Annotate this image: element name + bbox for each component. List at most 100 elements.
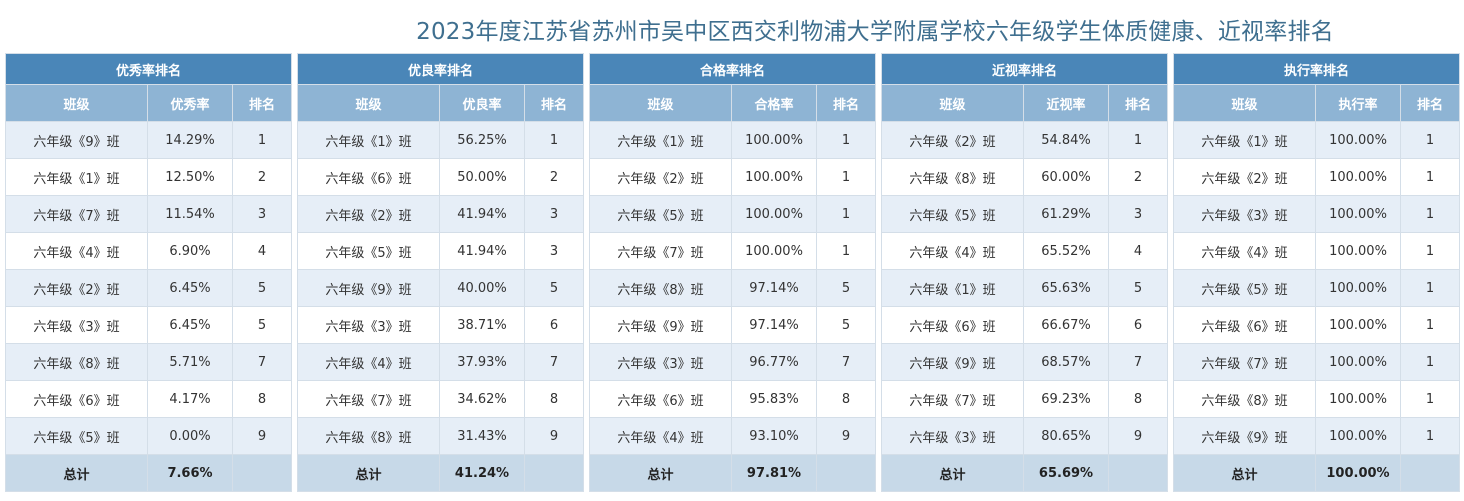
rate-cell: 0.00% [147,417,233,455]
column-header: 班级 [297,84,440,122]
total-row: 总计 41.24% [297,454,585,492]
rank-cell: 5 [815,306,877,344]
total-value: 100.00% [1315,454,1401,492]
table-row: 六年级《9》班 40.00% 5 [297,269,585,307]
table-title: 执行率排名 [1172,53,1461,85]
total-label: 总计 [1173,454,1316,492]
table-row: 六年级《8》班 100.00% 1 [1173,380,1461,418]
table-row: 六年级《6》班 66.67% 6 [881,306,1169,344]
rate-cell: 31.43% [439,417,525,455]
table-row: 六年级《6》班 4.17% 8 [5,380,293,418]
ranking-table: 合格率排名 班级 合格率 排名 六年级《1》班 100.00% 1 六年级《2》班 100.00… [588,53,877,492]
table-row: 六年级《7》班 69.23% 8 [881,380,1169,418]
class-cell: 六年级《9》班 [5,121,148,159]
table-row: 六年级《1》班 100.00% 1 [1173,121,1461,159]
rate-cell: 100.00% [1315,306,1401,344]
rank-cell: 3 [231,195,293,233]
class-cell: 六年级《6》班 [297,158,440,196]
rank-cell: 3 [523,195,585,233]
total-value: 7.66% [147,454,233,492]
table-row: 六年级《3》班 80.65% 9 [881,417,1169,455]
rate-cell: 37.93% [439,343,525,381]
rank-cell: 1 [523,121,585,159]
table-row: 六年级《9》班 14.29% 1 [5,121,293,159]
class-cell: 六年级《2》班 [589,158,732,196]
class-cell: 六年级《7》班 [589,232,732,270]
total-row: 总计 7.66% [5,454,293,492]
class-cell: 六年级《9》班 [297,269,440,307]
rate-cell: 68.57% [1023,343,1109,381]
class-cell: 六年级《1》班 [881,269,1024,307]
rate-cell: 66.67% [1023,306,1109,344]
rate-cell: 11.54% [147,195,233,233]
class-cell: 六年级《4》班 [1173,232,1316,270]
table-row: 六年级《7》班 100.00% 1 [1173,343,1461,381]
rate-cell: 100.00% [731,158,817,196]
rank-cell: 8 [1107,380,1169,418]
table-title: 优良率排名 [296,53,585,85]
rank-cell: 1 [1399,121,1461,159]
rank-cell: 9 [523,417,585,455]
class-cell: 六年级《5》班 [881,195,1024,233]
rate-cell: 12.50% [147,158,233,196]
table-row: 六年级《7》班 11.54% 3 [5,195,293,233]
column-header: 排名 [815,84,877,122]
total-rank-empty [1399,454,1461,492]
class-cell: 六年级《3》班 [1173,195,1316,233]
class-cell: 六年级《6》班 [1173,306,1316,344]
rank-cell: 2 [231,158,293,196]
rate-cell: 69.23% [1023,380,1109,418]
table-row: 六年级《9》班 97.14% 5 [589,306,877,344]
rank-cell: 5 [523,269,585,307]
column-header: 近视率 [1023,84,1109,122]
total-rank-empty [815,454,877,492]
total-rank-empty [523,454,585,492]
column-header: 班级 [5,84,148,122]
total-row: 总计 100.00% [1173,454,1461,492]
rank-cell: 7 [815,343,877,381]
class-cell: 六年级《3》班 [589,343,732,381]
class-cell: 六年级《7》班 [881,380,1024,418]
total-rank-empty [231,454,293,492]
rank-cell: 9 [231,417,293,455]
class-cell: 六年级《7》班 [1173,343,1316,381]
class-cell: 六年级《4》班 [881,232,1024,270]
column-header: 合格率 [731,84,817,122]
total-row: 总计 97.81% [589,454,877,492]
rank-cell: 1 [1399,380,1461,418]
rank-cell: 1 [815,195,877,233]
rank-cell: 1 [1399,232,1461,270]
class-cell: 六年级《8》班 [297,417,440,455]
rate-cell: 100.00% [1315,232,1401,270]
class-cell: 六年级《2》班 [5,269,148,307]
class-cell: 六年级《9》班 [881,343,1024,381]
column-header: 优良率 [439,84,525,122]
table-title: 近视率排名 [880,53,1169,85]
rate-cell: 100.00% [1315,195,1401,233]
table-row: 六年级《1》班 100.00% 1 [589,121,877,159]
rate-cell: 56.25% [439,121,525,159]
class-cell: 六年级《9》班 [589,306,732,344]
table-row: 六年级《8》班 31.43% 9 [297,417,585,455]
total-label: 总计 [297,454,440,492]
class-cell: 六年级《4》班 [5,232,148,270]
class-cell: 六年级《3》班 [881,417,1024,455]
rate-cell: 61.29% [1023,195,1109,233]
rate-cell: 65.52% [1023,232,1109,270]
rate-cell: 100.00% [731,195,817,233]
rate-cell: 6.45% [147,269,233,307]
total-row: 总计 65.69% [881,454,1169,492]
table-row: 六年级《5》班 100.00% 1 [1173,269,1461,307]
table-row: 六年级《2》班 41.94% 3 [297,195,585,233]
column-header: 执行率 [1315,84,1401,122]
rate-cell: 4.17% [147,380,233,418]
rate-cell: 38.71% [439,306,525,344]
class-cell: 六年级《8》班 [881,158,1024,196]
total-value: 65.69% [1023,454,1109,492]
table-row: 六年级《8》班 5.71% 7 [5,343,293,381]
rate-cell: 14.29% [147,121,233,159]
rate-cell: 54.84% [1023,121,1109,159]
rank-cell: 5 [231,306,293,344]
rate-cell: 96.77% [731,343,817,381]
table-row: 六年级《4》班 65.52% 4 [881,232,1169,270]
